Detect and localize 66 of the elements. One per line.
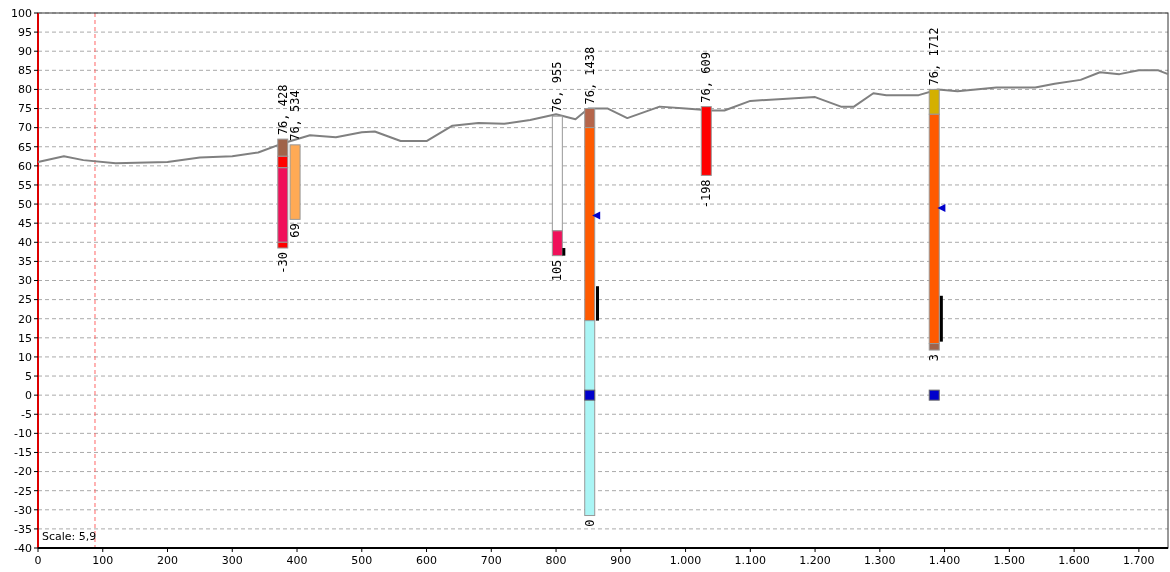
- y-tick-label: 95: [18, 25, 32, 39]
- annotation: 76, 955: [550, 61, 565, 113]
- y-tick-label: -20: [14, 465, 32, 479]
- y-tick-label: 20: [18, 312, 32, 326]
- y-tick-label: 5: [25, 369, 32, 383]
- x-tick-label: 900: [610, 554, 632, 567]
- x-tick-label: 500: [351, 554, 373, 567]
- point: [592, 211, 601, 220]
- y-tick-label: 15: [18, 331, 32, 345]
- x-tick-label: 700: [480, 554, 502, 567]
- x-tick-label: 1.400: [928, 554, 961, 567]
- y-tick-label: 70: [18, 121, 32, 135]
- y-tick-label: 10: [18, 350, 32, 364]
- annotation: 76, 609: [699, 52, 714, 103]
- y-tick-label: 90: [18, 45, 32, 59]
- x-tick-label: 800: [545, 554, 567, 567]
- x-tick-label: 200: [157, 554, 179, 567]
- annotation: 76, 1712: [927, 27, 942, 86]
- x-tick-label: 1.000: [669, 554, 702, 567]
- y-tick-label: -5: [21, 408, 32, 422]
- y-tick-label: 85: [18, 64, 32, 78]
- bar: [562, 248, 566, 256]
- x-tick-label: 400: [286, 554, 308, 567]
- x-tick-label: 100: [92, 554, 114, 567]
- x-tick-label: 600: [416, 554, 438, 567]
- point: [584, 389, 596, 401]
- annotation: 69: [288, 223, 303, 238]
- y-tick-label: 25: [18, 293, 32, 307]
- x-tick-label: 1.200: [799, 554, 831, 567]
- annotation: -30: [275, 252, 290, 274]
- x-tick-label: 300: [221, 554, 243, 567]
- y-tick-label: -40: [14, 541, 32, 555]
- y-tick-label: -25: [14, 484, 32, 498]
- annotation: 105: [550, 259, 565, 282]
- x-tick-label: 1.700: [1123, 554, 1155, 567]
- y-tick-label: -30: [14, 503, 32, 517]
- x-tick-label: 1.100: [734, 554, 767, 567]
- bar: [939, 295, 943, 342]
- annotation: 76, 428: [275, 84, 290, 136]
- y-tick-label: 35: [18, 255, 32, 269]
- y-tick-label: 50: [18, 197, 32, 211]
- y-tick-label: 30: [18, 274, 32, 288]
- y-tick-label: 45: [18, 217, 32, 231]
- y-tick-label: -10: [14, 427, 32, 441]
- y-tick-label: 80: [18, 83, 32, 97]
- y-tick-label: -15: [14, 446, 32, 460]
- y-tick-label: 75: [18, 102, 32, 116]
- y-tick-label: 55: [18, 178, 32, 192]
- x-tick-label: 0: [34, 554, 42, 567]
- y-tick-label: -35: [14, 522, 32, 536]
- annotation: -198: [699, 179, 714, 209]
- y-tick-label: 40: [18, 236, 32, 250]
- annotation: 0: [582, 519, 597, 527]
- annotation: Scale: 5,9: [42, 530, 97, 543]
- y-tick-label: 100: [11, 6, 32, 20]
- annotation: 3: [927, 354, 942, 362]
- annotation: 76, 1438: [582, 46, 597, 105]
- y-tick-label: 65: [18, 140, 32, 154]
- x-tick-label: 1.500: [993, 554, 1026, 567]
- annotation: 76, 534: [288, 90, 303, 141]
- point: [928, 389, 940, 401]
- x-tick-label: 1.600: [1058, 554, 1090, 567]
- bar: [596, 286, 599, 321]
- x-tick-label: 1.300: [864, 554, 896, 567]
- y-tick-label: 0: [25, 388, 32, 402]
- y-tick-label: 60: [18, 159, 32, 173]
